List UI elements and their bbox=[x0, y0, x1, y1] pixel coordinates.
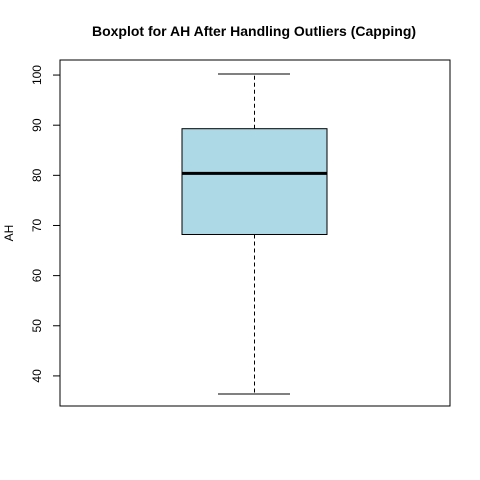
y-tick-label-40: 40 bbox=[30, 369, 44, 383]
y-tick-label-100: 100 bbox=[30, 65, 44, 85]
y-tick-label-80: 80 bbox=[30, 168, 44, 182]
plot-frame bbox=[59, 59, 451, 407]
chart-title: Boxplot for AH After Handling Outliers (… bbox=[92, 23, 416, 39]
y-tick-label-60: 60 bbox=[30, 269, 44, 283]
y-tick-label-50: 50 bbox=[30, 319, 44, 333]
iqr-box bbox=[181, 128, 328, 236]
y-tick-label-70: 70 bbox=[30, 218, 44, 232]
y-axis-label: AH bbox=[2, 225, 16, 242]
box-group bbox=[181, 73, 328, 395]
y-tick-label-90: 90 bbox=[30, 118, 44, 132]
y-axis: 40 50 60 70 80 90 100 bbox=[30, 65, 60, 383]
